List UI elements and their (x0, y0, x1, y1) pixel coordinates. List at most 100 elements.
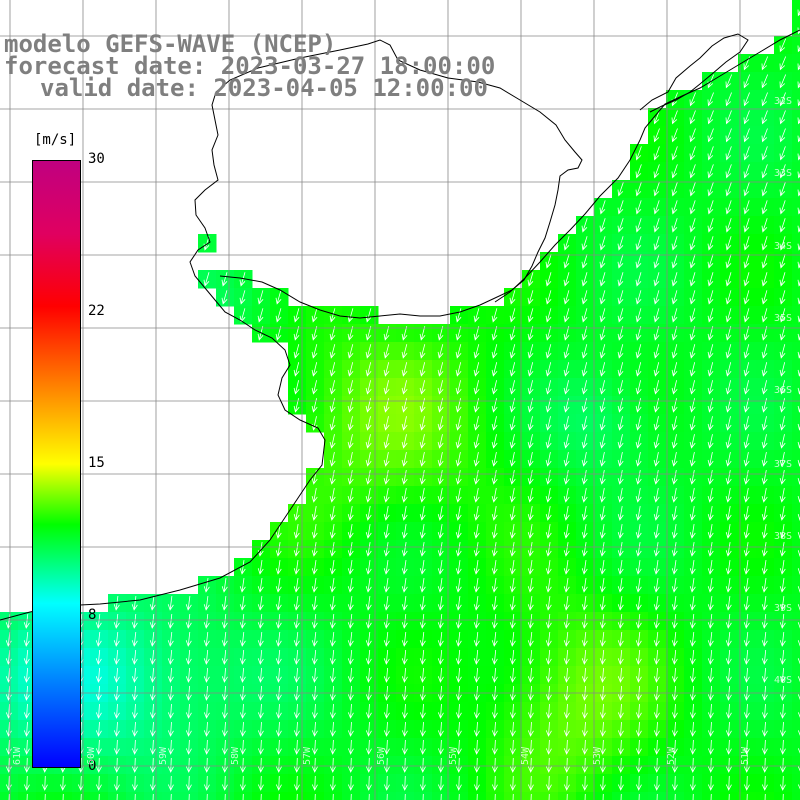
wind-arrow (689, 290, 696, 305)
wind-arrow (779, 182, 786, 197)
wind-arrow (653, 308, 660, 323)
wind-arrow (329, 344, 336, 359)
wind-arrow (203, 667, 210, 683)
wind-arrow (797, 586, 800, 593)
wind-arrow (635, 703, 642, 719)
wind-arrow (527, 380, 534, 395)
wind-arrow (455, 757, 462, 773)
wind-arrow (707, 613, 714, 629)
wind-arrow (563, 272, 570, 287)
wind-arrow (707, 757, 714, 773)
wind-arrow (599, 308, 606, 323)
wind-arrow (563, 596, 570, 611)
wind-arrow (635, 308, 642, 323)
wind-arrow (473, 596, 480, 611)
wind-arrow (743, 380, 750, 395)
wind-arrow (617, 649, 624, 665)
wind-arrow (509, 488, 516, 503)
wind-arrow (545, 596, 552, 611)
wind-arrow (743, 560, 750, 575)
wind-arrow (221, 272, 228, 287)
wind-arrow (545, 362, 552, 377)
wind-arrow (365, 560, 372, 575)
wind-arrow (275, 542, 282, 557)
wind-arrow (473, 775, 480, 791)
wind-arrow (419, 398, 426, 413)
wind-arrow (635, 218, 642, 233)
wind-cell (792, 180, 800, 199)
wind-arrow (545, 308, 552, 323)
wind-arrow (401, 380, 408, 395)
wind-arrow (725, 596, 732, 611)
wind-arrow (671, 218, 678, 233)
wind-arrow (383, 470, 390, 485)
wind-arrow (131, 775, 138, 791)
wind-arrow (494, 793, 496, 800)
wind-arrow (743, 757, 750, 773)
wind-arrow (707, 308, 714, 323)
wind-arrow (383, 667, 390, 683)
wind-arrow (725, 739, 732, 755)
wind-arrow (671, 470, 678, 485)
wind-arrow (329, 524, 336, 539)
wind-arrow (311, 757, 318, 773)
wind-cell (792, 126, 800, 145)
wind-arrow (203, 613, 210, 629)
wind-cell (792, 198, 800, 217)
wind-arrow (509, 613, 516, 629)
wind-arrow (293, 362, 300, 377)
wind-arrow (311, 613, 318, 629)
wind-arrow (671, 739, 678, 755)
wind-arrow (260, 793, 262, 800)
wind-arrow (131, 703, 138, 719)
wind-arrow (671, 128, 678, 143)
wind-arrow (635, 272, 642, 287)
wind-arrow (311, 506, 318, 521)
wind-arrow (707, 649, 714, 665)
wind-arrow (401, 775, 408, 791)
wind-arrow (509, 308, 516, 323)
wind-arrow (779, 164, 786, 179)
wind-arrow (239, 721, 246, 737)
wind-cell (792, 36, 800, 55)
wind-arrow (620, 793, 622, 800)
wind-arrow (131, 596, 138, 611)
wind-arrow (761, 416, 768, 431)
wind-cell (792, 486, 800, 505)
wind-arrow (473, 344, 480, 359)
wind-arrow (707, 488, 714, 503)
wind-arrow (509, 362, 516, 377)
wind-arrow (743, 362, 750, 377)
wind-cell (792, 540, 800, 559)
wind-arrow (617, 416, 624, 431)
model-title: modelo GEFS-WAVE (NCEP) (4, 30, 337, 58)
wind-arrow (746, 793, 748, 800)
wind-cell (792, 630, 800, 649)
wind-arrow (617, 596, 624, 611)
wind-arrow (761, 344, 768, 359)
wind-arrow (383, 757, 390, 773)
wind-arrow (689, 362, 696, 377)
wind-arrow (491, 596, 498, 611)
wind-arrow (761, 308, 768, 323)
wind-arrow (527, 596, 534, 611)
wind-arrow (671, 164, 678, 179)
wind-arrow (797, 676, 800, 683)
wind-arrow (545, 578, 552, 593)
wind-arrow (599, 524, 606, 539)
wind-arrow (365, 470, 372, 485)
wind-arrow (77, 775, 84, 791)
wind-arrow (509, 721, 516, 737)
wind-arrow (599, 560, 606, 575)
wind-arrow (257, 578, 264, 593)
wind-arrow (797, 748, 800, 754)
wind-arrow (761, 254, 768, 269)
wind-arrow (599, 703, 606, 719)
wind-arrow (797, 135, 800, 143)
wind-arrow (293, 613, 300, 629)
wind-arrow (188, 793, 190, 800)
wind-arrow (761, 649, 768, 665)
wind-arrow (527, 775, 534, 791)
wind-arrow (545, 524, 552, 539)
wind-arrow (707, 596, 714, 611)
